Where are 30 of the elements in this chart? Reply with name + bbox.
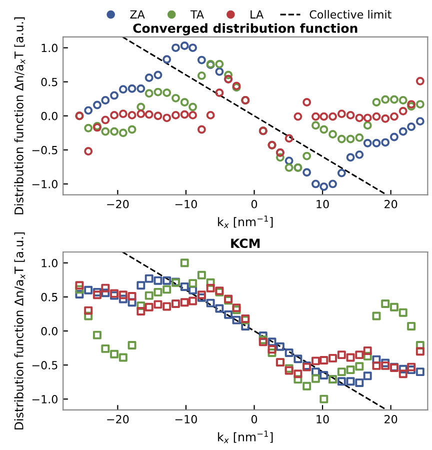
y-tick-label: 0.5 xyxy=(41,292,58,302)
x-tick-label: −10 xyxy=(175,200,197,208)
legend-label: TA xyxy=(190,10,204,18)
y-tick-label: −0.5 xyxy=(32,360,58,370)
x-axis-title: k$_{x}$ [nm$^{−1}$] xyxy=(218,430,273,444)
x-tick-label: −20 xyxy=(107,200,129,208)
legend-label: Collective limit xyxy=(310,10,392,19)
chart-title: KCM xyxy=(231,238,260,248)
y-axis-title: Distribution function Δn/a$_{x}$T [a.u.] xyxy=(14,232,26,430)
legend-label: LA xyxy=(250,10,264,18)
chart-title: Converged distribution function xyxy=(133,23,358,36)
y-tick-label: 0.0 xyxy=(41,112,58,120)
y-tick-label: −1.0 xyxy=(32,180,58,188)
x-tick-label: 0 xyxy=(251,415,258,424)
legend-label: ZA xyxy=(130,10,145,18)
x-tick-label: 20 xyxy=(384,415,398,424)
x-tick-label: 0 xyxy=(251,200,258,208)
x-axis-title: k$_{x}$ [nm$^{−1}$] xyxy=(218,216,273,228)
y-tick-label: −0.5 xyxy=(32,146,58,154)
y-tick-label: 0.0 xyxy=(41,326,58,336)
x-tick-label: 10 xyxy=(316,415,329,424)
x-tick-label: 20 xyxy=(384,200,398,208)
y-tick-label: 0.5 xyxy=(41,78,58,86)
x-tick-label: −20 xyxy=(107,415,129,424)
y-axis-title: Distribution function Δn/a$_{x}$T [a.u.] xyxy=(14,17,26,214)
y-tick-label: 1.0 xyxy=(42,258,58,268)
y-tick-label: −1.0 xyxy=(32,395,58,404)
y-tick-label: 1.0 xyxy=(42,44,58,52)
x-tick-label: 10 xyxy=(316,200,329,208)
x-tick-label: −10 xyxy=(175,415,197,424)
